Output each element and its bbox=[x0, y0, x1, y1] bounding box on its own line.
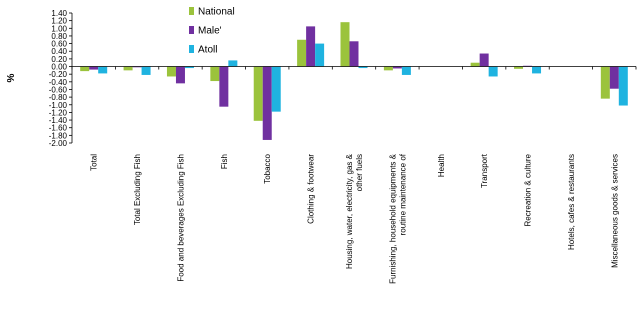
category-label: Transport bbox=[480, 153, 489, 188]
legend-label: National bbox=[198, 7, 235, 18]
category-label: Health bbox=[437, 154, 446, 177]
bars bbox=[80, 22, 628, 140]
category-label: other fuels bbox=[355, 154, 364, 191]
y-tick-label: 1.00 bbox=[51, 24, 67, 33]
bar bbox=[210, 66, 220, 82]
y-tick-label: 0.40 bbox=[51, 47, 67, 56]
bar bbox=[618, 66, 628, 106]
bar bbox=[340, 22, 350, 67]
bar bbox=[80, 66, 90, 72]
category-label: Fish bbox=[220, 154, 229, 169]
bar bbox=[271, 66, 281, 112]
y-tick-label: -0.20 bbox=[49, 70, 68, 79]
bar bbox=[349, 41, 359, 67]
legend-swatch bbox=[189, 7, 194, 15]
y-tick-label: -1.80 bbox=[49, 131, 68, 140]
y-tick-label: -2.00 bbox=[49, 139, 68, 148]
category-label: routine maintenance of bbox=[398, 153, 407, 235]
bar bbox=[358, 66, 368, 69]
y-tick-label: 0.80 bbox=[51, 32, 67, 41]
y-tick-label: 0.60 bbox=[51, 40, 67, 49]
category-label: Total Excluding Fish bbox=[133, 154, 142, 225]
x-axis bbox=[71, 66, 637, 70]
legend: National Male' Atoll bbox=[189, 7, 235, 56]
category-label: Recreation & culture bbox=[524, 153, 533, 226]
legend-label: Male' bbox=[198, 26, 222, 37]
bar bbox=[514, 66, 524, 69]
category-label: Total bbox=[90, 154, 99, 171]
y-axis: -2.00-1.80-1.60-1.40-1.20-1.00-0.80-0.60… bbox=[49, 9, 73, 148]
y-tick-label: -1.00 bbox=[49, 101, 68, 110]
bar bbox=[184, 66, 194, 69]
legend-swatch bbox=[189, 26, 194, 34]
bar bbox=[219, 66, 229, 107]
bar bbox=[297, 39, 307, 67]
category-label: Furnishing, household equipments & bbox=[388, 153, 397, 284]
y-tick-label: 0.20 bbox=[51, 55, 67, 64]
category-label: Clothing & footwear bbox=[307, 154, 316, 224]
bar bbox=[123, 66, 133, 71]
category-label: Food and beverages Excluding Fish bbox=[176, 154, 185, 282]
y-tick-label: -0.40 bbox=[49, 78, 68, 87]
y-tick-label: -0.60 bbox=[49, 85, 68, 94]
bar bbox=[166, 66, 176, 77]
bar bbox=[175, 66, 185, 84]
bar bbox=[488, 66, 498, 77]
bar bbox=[470, 62, 480, 67]
y-tick-label: 0.00 bbox=[51, 63, 67, 72]
bar bbox=[262, 66, 272, 140]
bar bbox=[392, 66, 402, 69]
bar bbox=[532, 66, 542, 74]
legend-swatch bbox=[189, 45, 194, 53]
bar bbox=[98, 66, 108, 74]
bar bbox=[383, 66, 393, 71]
bar bbox=[89, 66, 99, 70]
bar bbox=[609, 66, 619, 89]
bar bbox=[228, 60, 238, 67]
legend-label: Atoll bbox=[198, 45, 217, 56]
category-label: Housing, water, electricity, gas & bbox=[345, 153, 354, 269]
y-axis-label: % bbox=[6, 73, 17, 82]
bar bbox=[253, 66, 263, 121]
category-label: Tobacco bbox=[263, 153, 272, 183]
bar bbox=[141, 66, 151, 75]
category-labels: Total Total Excluding Fish Food and bevera… bbox=[90, 153, 620, 284]
y-tick-label: -1.40 bbox=[49, 116, 68, 125]
bar bbox=[600, 66, 610, 99]
y-tick-label: 1.20 bbox=[51, 17, 67, 26]
y-tick-label: 1.40 bbox=[51, 9, 67, 18]
y-tick-label: -1.20 bbox=[49, 108, 68, 117]
category-label: Hotels, cafes & restaurants bbox=[567, 154, 576, 250]
y-tick-label: -0.80 bbox=[49, 93, 68, 102]
y-tick-label: -1.60 bbox=[49, 124, 68, 133]
category-label: Miscellaneous goods & services bbox=[610, 154, 619, 268]
bar bbox=[315, 43, 325, 67]
bar bbox=[479, 53, 489, 67]
bar bbox=[306, 26, 316, 67]
bar bbox=[401, 66, 411, 75]
